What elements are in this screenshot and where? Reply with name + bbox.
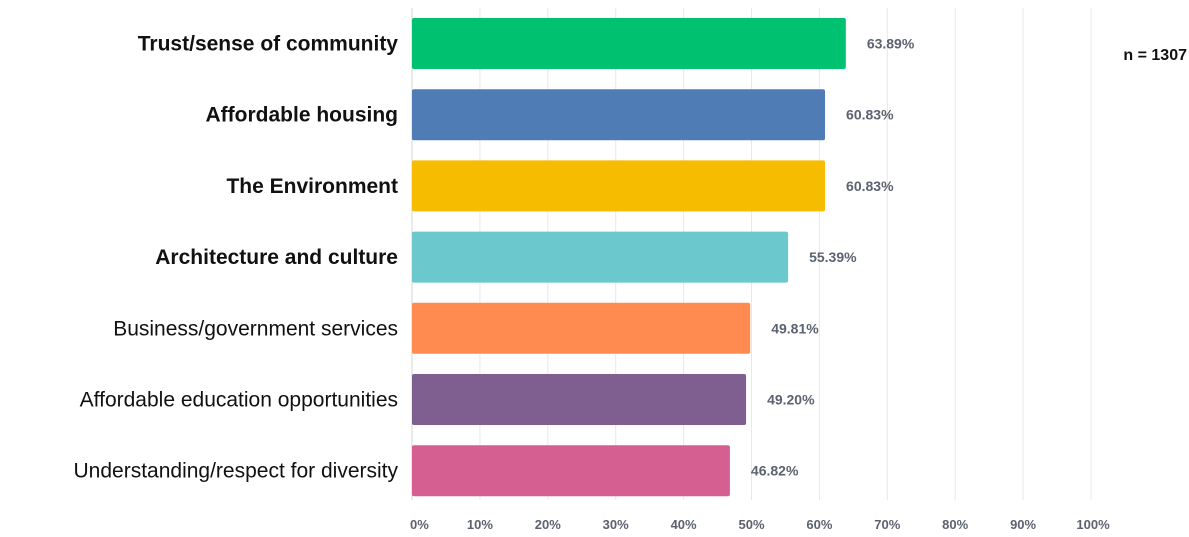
sample-size-annotation: n = 1307 <box>1123 47 1187 64</box>
value-label: 55.39% <box>809 249 857 265</box>
x-tick-label: 100% <box>1076 517 1110 532</box>
value-labels: 63.89% 60.83% 60.83% 55.39% 49.81% 49.20% 46.8… <box>751 36 915 479</box>
bar <box>412 445 730 497</box>
category-label: Business/government services <box>113 317 398 340</box>
value-label: 60.83% <box>846 178 894 194</box>
bar <box>412 89 826 141</box>
x-tick-label: 40% <box>671 517 697 532</box>
category-label: Affordable housing <box>206 104 399 127</box>
value-label: 49.20% <box>767 392 815 408</box>
value-label: 63.89% <box>867 36 915 52</box>
x-tick-label: 0% <box>410 517 429 532</box>
bar <box>412 18 846 69</box>
value-label: 60.83% <box>846 107 894 123</box>
bar <box>412 231 789 283</box>
bar <box>412 302 751 354</box>
x-tick-label: 10% <box>467 517 493 532</box>
category-label: Architecture and culture <box>155 246 398 269</box>
x-tick-label: 90% <box>1010 517 1036 532</box>
category-label: Understanding/respect for diversity <box>74 460 399 483</box>
value-label: 46.82% <box>751 463 799 479</box>
bar <box>412 374 747 425</box>
x-tick-label: 70% <box>874 517 900 532</box>
x-tick-label: 50% <box>738 517 764 532</box>
bars <box>412 18 846 497</box>
x-tick-label: 60% <box>806 517 832 532</box>
x-tick-label: 20% <box>535 517 561 532</box>
x-tick-label: 80% <box>942 517 968 532</box>
bar <box>412 160 826 212</box>
value-label: 49.81% <box>771 320 819 336</box>
x-tick-label: 30% <box>603 517 629 532</box>
category-label: The Environment <box>226 175 398 198</box>
category-label: Affordable education opportunities <box>80 389 398 412</box>
category-labels: Trust/sense of community Affordable housi… <box>74 33 399 483</box>
category-label: Trust/sense of community <box>138 33 399 56</box>
x-axis-tick-labels: 0% 10% 20% 30% 40% 50% 60% 70% 80% 90% 100% <box>410 517 1110 532</box>
